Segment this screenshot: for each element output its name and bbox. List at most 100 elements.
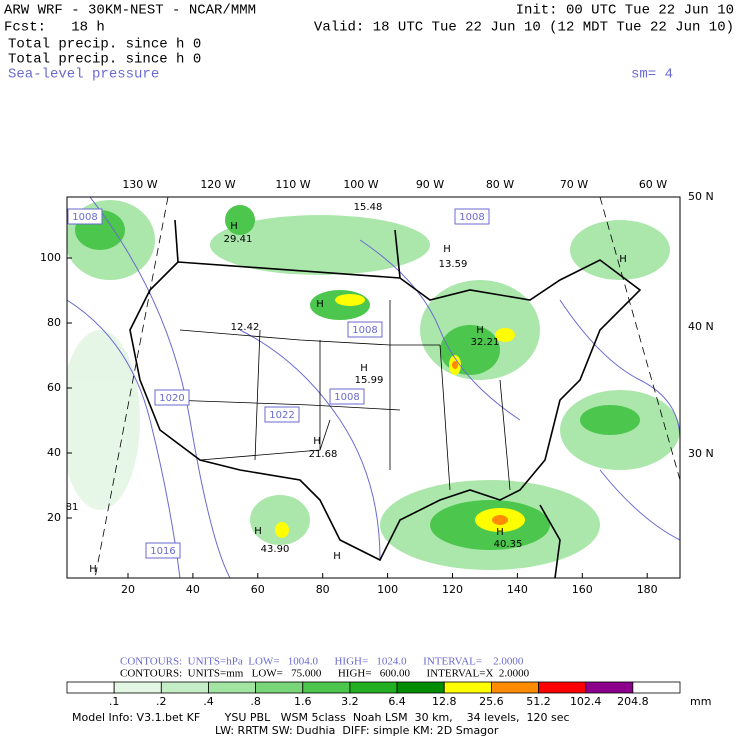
colorbar-swatch [208,681,257,694]
lon-label: 80 W [486,178,514,191]
map-label: 13.59 [439,259,468,270]
colorbar-label: 12.8 [432,695,457,708]
model-info: LW: RRTM SW: Dudhia DIFF: simple KM: 2D … [215,724,499,737]
colorbar-label: 204.8 [617,695,649,708]
isobar-label-box [264,406,300,423]
field-name: Total precip. since h 0 [8,52,201,68]
isobar-label: 1008 [72,212,97,223]
map-label: H [443,244,451,255]
map-label: H [89,564,97,575]
colorbar-swatch [66,681,115,694]
model-info: Model Info: V3.1.bet KF YSU PBL WSM 5cla… [72,711,570,724]
x-axis-label: 20 [121,583,135,596]
lon-label: 70 W [560,178,588,191]
lat-label: 50 N [688,190,714,203]
isobar-label-box [145,542,181,559]
forecast-hour: Fcst: 18 h [4,20,105,36]
colorbar-label: .4 [203,695,214,708]
map-label: H [230,221,238,232]
init-time: Init: 00 UTC Tue 22 Jun 10 [516,3,734,19]
map-area [66,196,681,579]
lon-label: 130 W [122,178,157,191]
colorbar-swatch [443,681,492,694]
lon-label: 120 W [200,178,235,191]
isobar-label: 1008 [352,325,377,336]
map-label: 43.90 [261,544,290,555]
map-label: 32.21 [471,337,500,348]
y-axis-label: 40 [47,446,61,459]
map-label: 15.48 [354,202,383,213]
isobar-label-box [329,388,365,405]
x-axis-label: 120 [442,583,463,596]
map-label: H [476,325,484,336]
contour-info: CONTOURS: UNITS=mm LOW= 75.000 HIGH= 600… [120,668,530,680]
map-label: 40.35 [494,539,523,550]
map-label: 21.68 [309,449,338,460]
isobar-label: 1020 [159,393,184,404]
isobar-label-box [347,321,383,338]
isobar-label-box [154,389,190,406]
isobar-label-box [67,208,103,225]
colorbar-label: .8 [250,695,261,708]
colorbar-label: 51.2 [526,695,551,708]
field-name: Total precip. since h 0 [8,37,201,53]
map-label: 15.99 [355,375,384,386]
map-label: 12.42 [231,322,260,333]
colorbar-label: 6.4 [388,695,406,708]
y-axis-label: 60 [47,381,61,394]
colorbar-swatch [585,681,634,694]
colorbar: .1 .2 .4 .8 1.6 3.2 6.4 12.8 25.6 51.2 102.4 204.8 m… [66,681,711,708]
isobar-label-box [454,208,490,225]
isobar-label: 1008 [334,392,359,403]
isobar-label: 1016 [150,546,175,557]
field-name: Sea-level pressure [8,67,159,83]
map-label: H [619,254,627,265]
map-label: H [496,527,504,538]
map-label: H [313,436,321,447]
isobar-label: 1022 [269,410,294,421]
isobar-label: 1008 [459,212,484,223]
y-axis-label: 100 [40,251,61,264]
map-label: H [254,526,262,537]
map-label: H [333,551,341,562]
colorbar-label: 3.2 [341,695,359,708]
lon-label: 100 W [343,178,378,191]
lat-label: 30 N [688,447,714,460]
colorbar-swatch [349,681,398,694]
map-label: H [316,299,324,310]
colorbar-swatch [632,681,681,694]
colorbar-swatch [160,681,209,694]
colorbar-label: .1 [109,695,120,708]
colorbar-swatch [538,681,587,694]
lat-label: 40 N [688,320,714,333]
x-axis-label: 60 [251,583,265,596]
lon-label: 110 W [275,178,310,191]
colorbar-label: 102.4 [570,695,602,708]
x-axis-label: 100 [377,583,398,596]
x-axis-label: 80 [316,583,330,596]
model-title: ARW WRF - 30KM-NEST - NCAR/MMM [4,3,256,19]
map-label: 81 [66,502,79,513]
smoothing: sm= 4 [631,67,673,83]
map-label: H [360,363,368,374]
x-axis-label: 180 [637,583,658,596]
colorbar-swatch [490,681,539,694]
lon-label: 90 W [416,178,444,191]
x-axis-label: 160 [572,583,593,596]
colorbar-swatch [396,681,445,694]
colorbar-label: .2 [156,695,167,708]
colorbar-unit: mm [690,695,711,708]
colorbar-swatch [255,681,304,694]
map-label: 29.41 [224,234,253,245]
valid-time: Valid: 18 UTC Tue 22 Jun 10 (12 MDT Tue … [314,20,734,36]
colorbar-label: 1.6 [294,695,312,708]
y-axis-label: 20 [47,511,61,524]
colorbar-swatch [302,681,351,694]
lon-label: 60 W [639,178,667,191]
y-axis-label: 80 [47,316,61,329]
x-axis-label: 140 [507,583,528,596]
colorbar-label: 25.6 [479,695,504,708]
colorbar-swatch [113,681,162,694]
contour-info: CONTOURS: UNITS=hPa LOW= 1004.0 HIGH= 10… [120,656,524,668]
